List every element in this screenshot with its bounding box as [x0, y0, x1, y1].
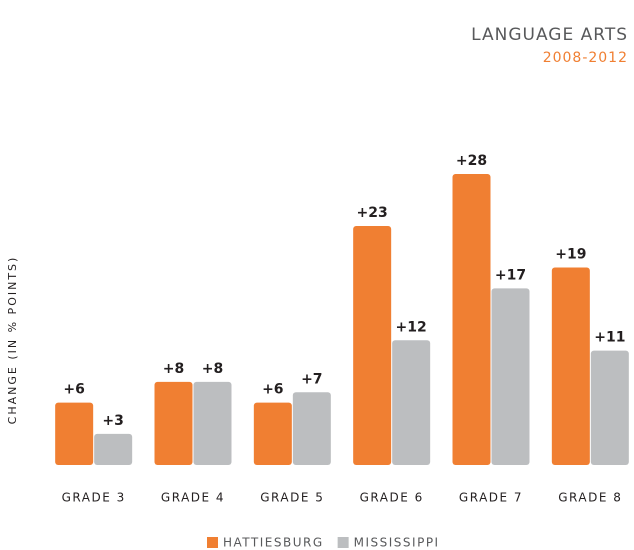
bar	[94, 433, 133, 465]
x-tick-label: GRADE 5	[260, 491, 324, 505]
x-tick-label: GRADE 7	[459, 491, 523, 505]
value-label: +17	[495, 267, 526, 283]
bar	[193, 381, 232, 465]
bar	[253, 402, 292, 465]
value-label: +28	[456, 153, 487, 169]
value-label: +8	[202, 361, 223, 377]
chart-title: LANGUAGE ARTS	[471, 25, 628, 45]
x-tick-label: GRADE 6	[360, 491, 424, 505]
value-label: +3	[102, 413, 123, 429]
bar	[353, 225, 392, 465]
bar	[154, 381, 193, 465]
value-label: +19	[555, 247, 586, 263]
bar	[452, 174, 491, 465]
bar	[590, 350, 629, 465]
x-tick-label: GRADE 4	[161, 491, 225, 505]
value-label: +11	[594, 330, 625, 346]
value-label: +6	[262, 382, 283, 398]
value-label: +23	[357, 205, 388, 221]
bar	[55, 402, 94, 465]
value-label: +7	[301, 371, 322, 387]
bar	[491, 288, 530, 465]
legend-label: MISSISSIPPI	[354, 536, 440, 550]
legend-swatch	[337, 537, 349, 548]
bar	[551, 267, 590, 465]
value-label: +8	[163, 361, 184, 377]
bar	[392, 340, 431, 465]
value-label: +6	[63, 382, 84, 398]
value-label: +12	[396, 319, 427, 335]
bar	[292, 392, 331, 465]
legend-label: HATTIESBURG	[223, 536, 324, 550]
y-axis-label: CHANGE (IN % POINTS)	[6, 256, 19, 425]
x-tick-label: GRADE 8	[558, 491, 622, 505]
x-tick-label: GRADE 3	[62, 491, 126, 505]
chart-subtitle: 2008-2012	[543, 50, 628, 66]
legend-swatch	[207, 537, 218, 548]
